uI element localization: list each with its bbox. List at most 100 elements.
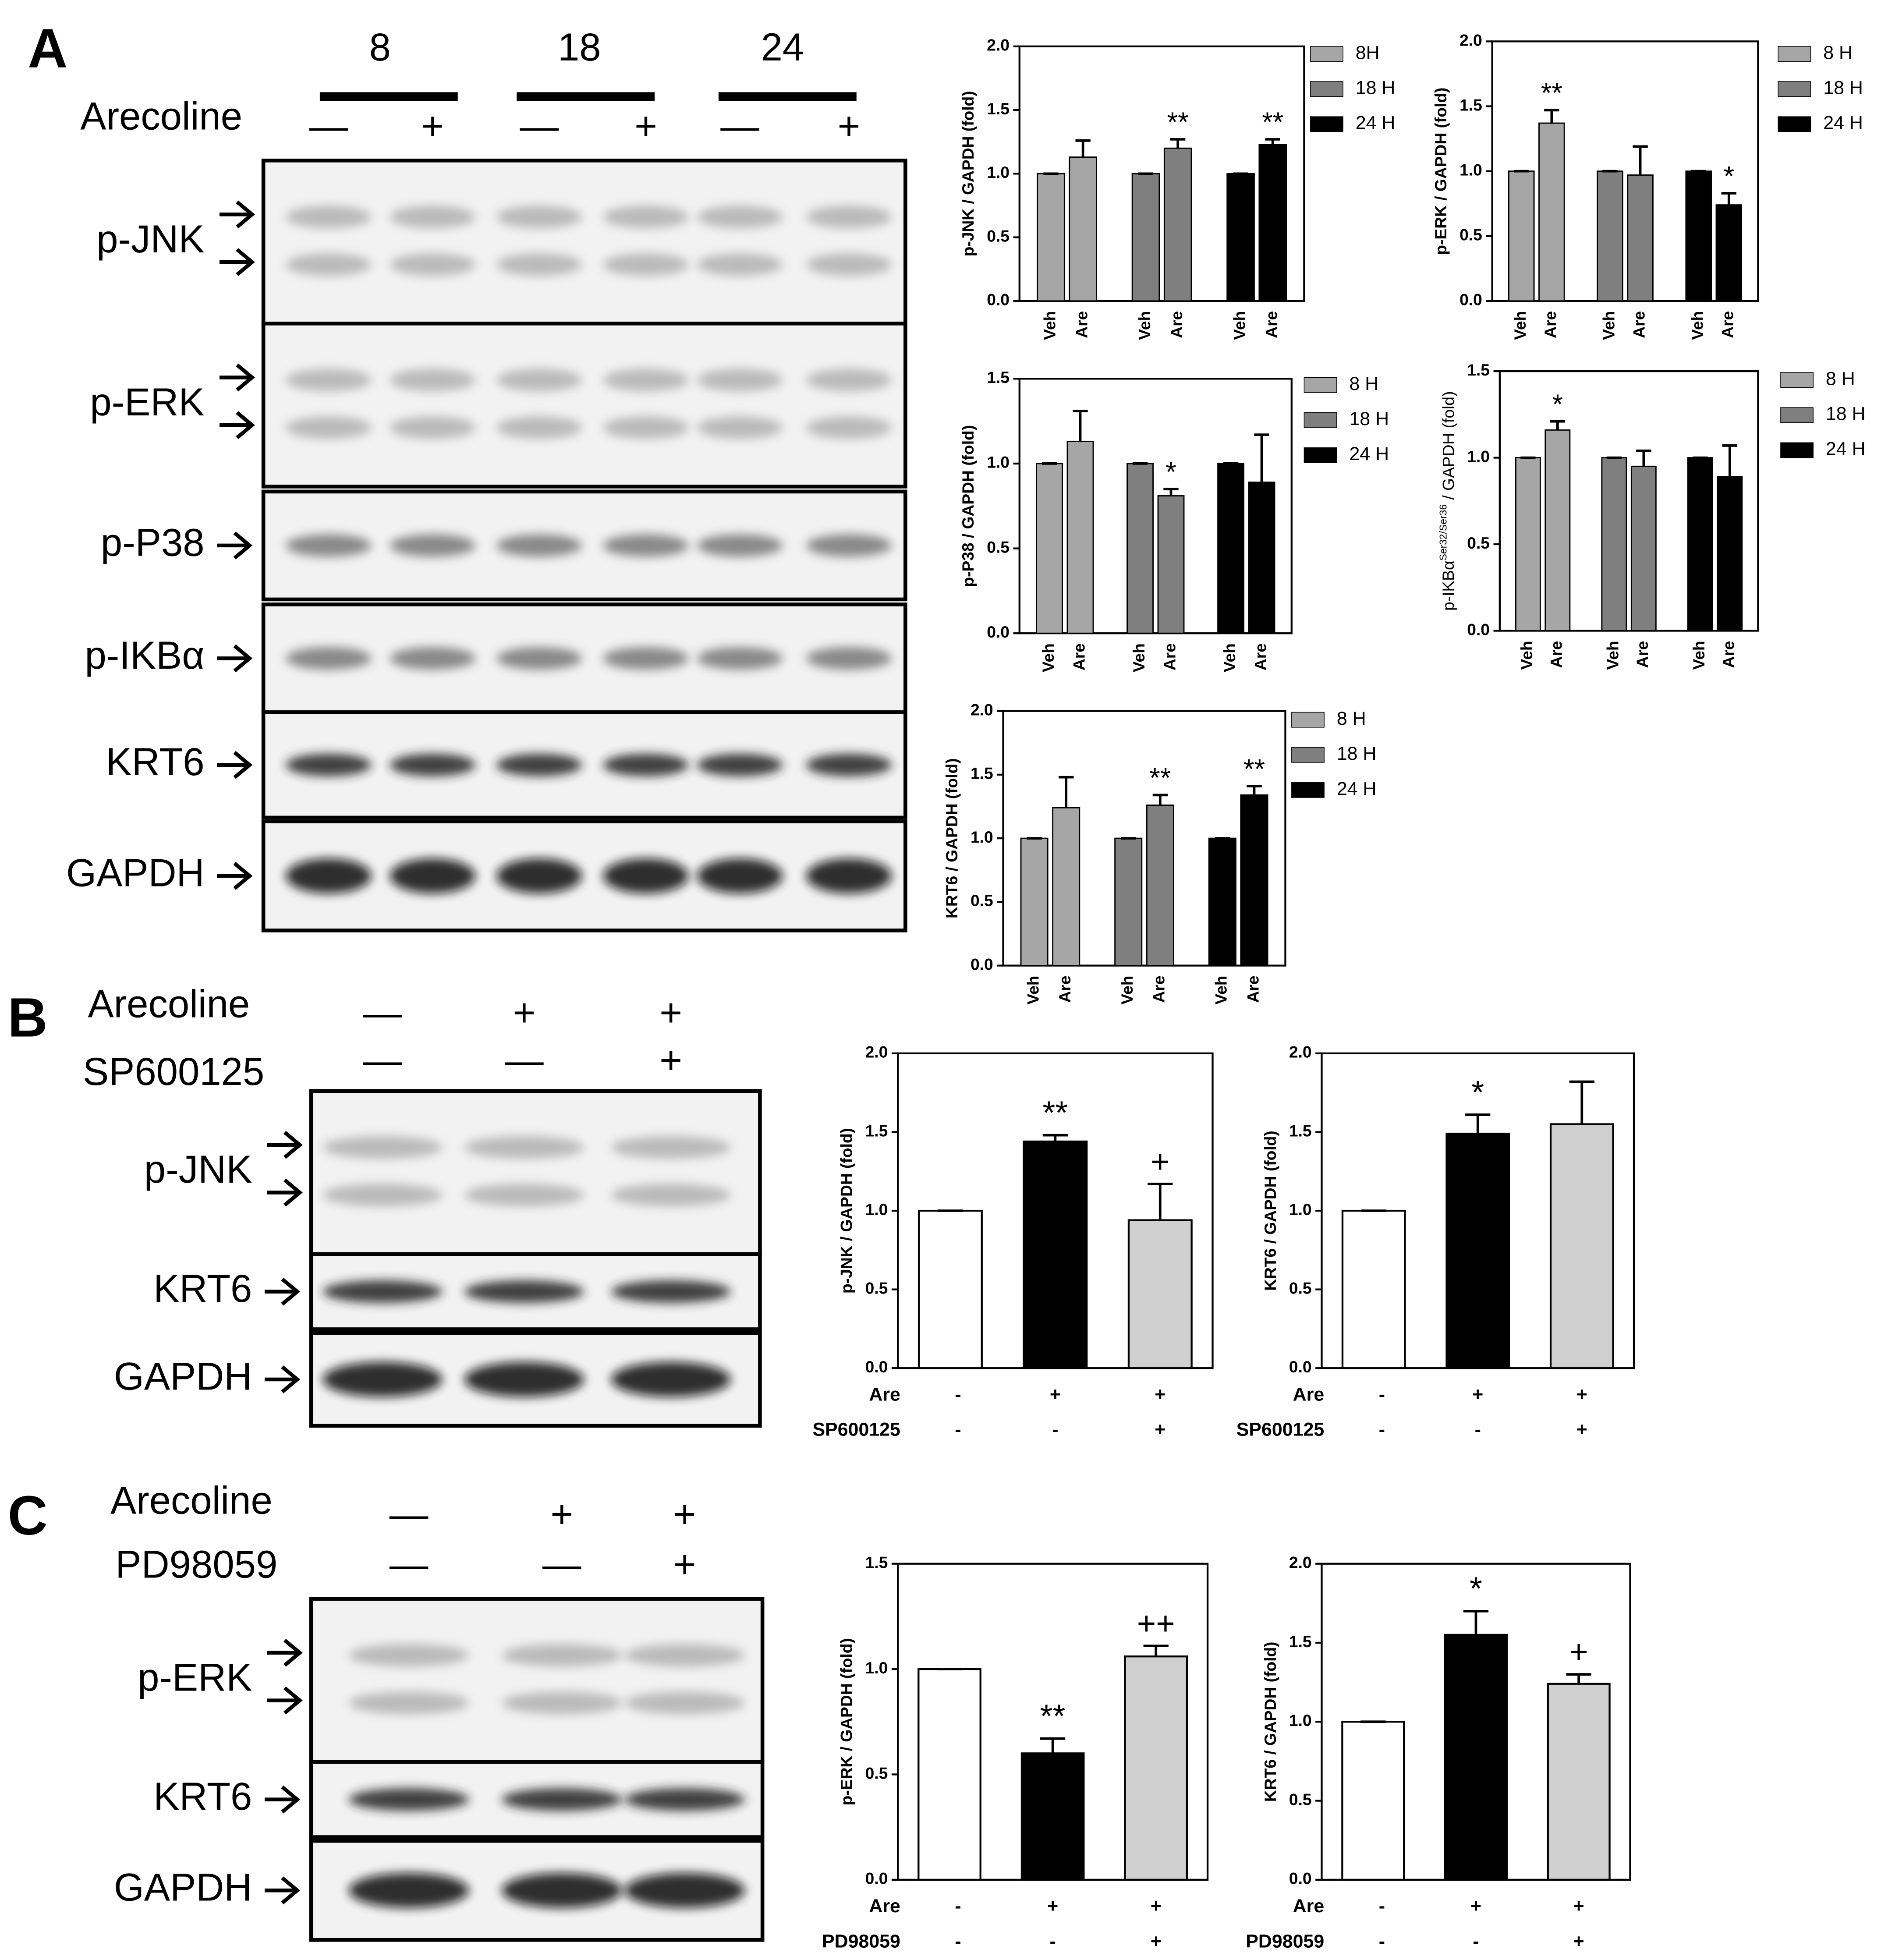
arrow <box>219 200 255 229</box>
arrow <box>267 1686 303 1715</box>
blot-strip <box>261 322 907 489</box>
y-axis-label: KRT6 / GAPDH (fold) <box>1261 1641 1279 1802</box>
y-axis-label: KRT6 / GAPDH (fold) <box>1261 1131 1279 1291</box>
blot-label: p-IKBα <box>85 634 204 677</box>
band <box>464 1280 584 1303</box>
x-row-sign: + <box>1576 1419 1587 1440</box>
bar <box>1515 457 1541 631</box>
x-tick-label: Are <box>1160 643 1179 670</box>
error-bar <box>1148 1183 1173 1220</box>
band <box>501 1691 622 1715</box>
blot-label: GAPDH <box>114 1866 252 1909</box>
error-bar <box>1550 420 1566 430</box>
y-tick-label: 0.0 <box>1467 620 1490 638</box>
blot-strip <box>309 1597 765 1764</box>
x-row-label: SP600125 <box>1236 1419 1324 1440</box>
plot-frame <box>1018 378 1293 634</box>
arrow <box>219 363 255 392</box>
treatment-label: PD98059 <box>115 1543 277 1586</box>
x-tick-label: Veh <box>1511 311 1529 340</box>
bar <box>1069 156 1097 302</box>
x-row-label: Are <box>1293 1896 1325 1917</box>
treatment-sign: + <box>659 991 682 1034</box>
legend-label: 8 H <box>1337 708 1366 729</box>
arrow <box>217 531 253 560</box>
legend-swatch <box>1780 407 1814 423</box>
bar <box>1715 204 1743 302</box>
legend-label: 8 H <box>1826 368 1855 389</box>
band <box>348 1691 469 1715</box>
band <box>496 253 582 276</box>
significance: * <box>1470 1570 1482 1607</box>
x-tick-label: Are <box>1056 975 1074 1003</box>
band <box>501 1644 622 1667</box>
plot-frame <box>1002 710 1286 967</box>
band <box>603 534 689 557</box>
band <box>806 416 892 439</box>
y-tick-label: 1.5 <box>1289 1121 1312 1140</box>
band <box>390 416 476 439</box>
legend-label: 18 H <box>1356 78 1396 99</box>
time-label: 8 <box>369 25 391 69</box>
y-tick-label: 2.0 <box>1289 1553 1312 1571</box>
x-row-sign: + <box>1047 1896 1058 1917</box>
y-tick-label: 1.5 <box>865 1553 888 1571</box>
error-bar <box>1566 1673 1591 1684</box>
treatment-sign: — <box>390 1543 429 1586</box>
x-tick-label: Are <box>1719 641 1738 668</box>
treatment-label: SP600125 <box>83 1050 264 1093</box>
time-label: 18 <box>558 25 601 69</box>
legend-swatch <box>1778 116 1811 132</box>
bar <box>1126 463 1154 634</box>
band <box>348 1873 469 1908</box>
x-row-sign: + <box>1576 1384 1587 1405</box>
y-tick-label: 2.0 <box>971 700 993 719</box>
bar <box>1685 170 1712 302</box>
bar <box>1066 441 1094 634</box>
x-row-sign: - <box>1473 1931 1479 1952</box>
blot-label: p-P38 <box>101 521 205 564</box>
arrow <box>267 1131 303 1159</box>
x-tick-label: Veh <box>1230 311 1248 340</box>
legend-label: 8H <box>1356 42 1380 63</box>
bar <box>1114 837 1143 967</box>
x-tick-label: Are <box>1070 643 1088 670</box>
x-tick-label: Veh <box>1024 975 1042 1004</box>
legend-label: 18 H <box>1826 404 1866 425</box>
legend-label: 8 H <box>1349 373 1378 394</box>
error-bar <box>1722 444 1738 477</box>
bar <box>1547 1683 1611 1881</box>
treatment-sign: — <box>720 104 759 148</box>
legend-label: 8 H <box>1823 42 1853 63</box>
bar <box>1508 170 1535 302</box>
treatment-sign: + <box>659 1038 682 1082</box>
significance: ** <box>1149 763 1171 794</box>
band <box>697 253 783 276</box>
bar <box>917 1209 983 1369</box>
significance: ** <box>1167 107 1189 138</box>
y-axis-label: KRT6 / GAPDH (fold) <box>942 758 961 918</box>
x-row-sign: - <box>955 1896 961 1917</box>
treatment-label: Arecoline <box>88 982 250 1025</box>
band <box>496 753 582 776</box>
error-bar <box>1465 1113 1491 1134</box>
x-row-label: Are <box>869 1896 900 1917</box>
treatment-sign: + <box>838 104 861 148</box>
panel-letter: C <box>8 1485 48 1546</box>
band <box>697 206 783 228</box>
error-bar <box>1633 145 1648 175</box>
bar <box>1445 1132 1510 1369</box>
x-row-sign: + <box>1472 1384 1483 1405</box>
x-tick-label: Veh <box>1212 975 1230 1004</box>
band <box>464 1361 584 1397</box>
error-bar <box>1040 1737 1066 1754</box>
y-tick-label: 2.0 <box>987 36 1010 54</box>
band <box>697 858 783 894</box>
band <box>611 1280 731 1303</box>
error-bar <box>1042 1134 1068 1142</box>
bar <box>1538 122 1565 302</box>
treatment-sign: + <box>673 1543 696 1586</box>
x-tick-label: Are <box>1243 975 1262 1003</box>
